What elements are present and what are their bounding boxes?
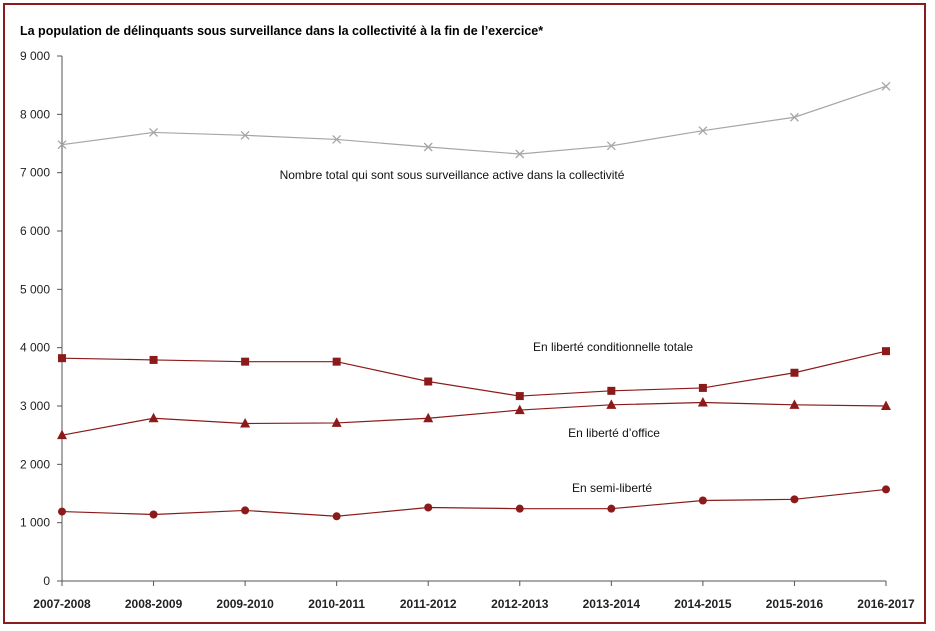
data-point: [332, 512, 341, 521]
data-point: [424, 503, 433, 512]
data-point: [697, 397, 708, 407]
data-point: [789, 399, 800, 409]
y-tick-label: 0: [43, 574, 50, 588]
data-point: [57, 140, 67, 150]
marker-stroke: [606, 141, 616, 151]
data-point: [606, 399, 617, 409]
data-point: [606, 141, 616, 151]
axes: 0 1 000 2 000 3 000 4 000 5 000 6 000 7 000 8 00…: [20, 49, 915, 611]
series-total-surveillance: [57, 81, 891, 159]
label-total-surveillance: Nombre total qui sont sous surveillance …: [280, 168, 625, 182]
marker-stroke: [789, 112, 799, 122]
x-tick-label: 2009-2010: [216, 597, 274, 611]
data-point: [881, 400, 891, 410]
data-point: [698, 383, 707, 392]
data-point: [241, 357, 250, 366]
data-point: [881, 81, 891, 91]
label-semi-liberte: En semi-liberté: [572, 481, 652, 495]
y-tick-label: 4 000: [20, 341, 50, 355]
x-tick-label: 2016-2017: [857, 597, 915, 611]
data-point: [790, 495, 799, 504]
label-liberte-conditionnelle: En liberté conditionnelle totale: [533, 340, 693, 354]
data-point: [423, 412, 434, 423]
data-point: [332, 357, 341, 366]
x-tick-label: 2008-2009: [125, 597, 183, 611]
data-point: [789, 112, 799, 122]
chart-title: La population de délinquants sous survei…: [20, 24, 544, 38]
data-point: [515, 149, 525, 159]
marker-stroke: [423, 142, 433, 152]
marker-stroke: [57, 140, 67, 150]
marker-stroke: [515, 149, 525, 159]
x-tick-label: 2012-2013: [491, 597, 549, 611]
series-line: [61, 401, 887, 436]
annotations: Nombre total qui sont sous surveillance …: [280, 168, 694, 495]
data-point: [882, 347, 890, 356]
series-liberte-conditionnelle: [58, 347, 890, 401]
x-tick-label: 2015-2016: [766, 597, 824, 611]
marker-stroke: [881, 81, 891, 91]
data-point: [607, 386, 616, 395]
data-point: [424, 377, 433, 386]
marker-stroke: [698, 126, 708, 136]
chart-frame: [3, 3, 926, 624]
marker-stroke: [240, 130, 250, 140]
y-tick-label: 3 000: [20, 399, 50, 413]
data-point: [515, 504, 524, 513]
y-tick-label: 8 000: [20, 107, 50, 121]
series-semi-liberte: [58, 485, 890, 521]
data-point: [57, 429, 67, 440]
y-tick-label: 9 000: [20, 49, 50, 63]
series-line: [61, 488, 887, 517]
data-point: [149, 127, 159, 137]
y-tick-label: 6 000: [20, 224, 50, 238]
series-line: [61, 85, 887, 155]
series-liberte-office: [57, 397, 891, 440]
data-point: [240, 130, 250, 140]
data-point: [332, 134, 342, 144]
data-point: [882, 485, 890, 494]
data-point: [698, 496, 707, 505]
data-point: [58, 507, 66, 516]
data-point: [58, 354, 66, 363]
data-point: [514, 404, 525, 415]
data-point: [241, 506, 250, 515]
x-tick-label: 2014-2015: [674, 597, 732, 611]
x-tick-label: 2007-2008: [33, 597, 91, 611]
marker-stroke: [149, 127, 159, 137]
x-tick-label: 2010-2011: [308, 597, 365, 611]
label-liberte-office: En liberté d’office: [568, 426, 660, 440]
data-point: [240, 418, 251, 428]
series-line: [61, 350, 887, 397]
data-point: [149, 510, 158, 519]
marker-stroke: [332, 134, 342, 144]
data-point: [149, 355, 158, 364]
x-tick-label: 2011-2012: [400, 597, 457, 611]
data-point: [698, 126, 708, 136]
data-point: [331, 417, 342, 427]
y-tick-label: 1 000: [20, 516, 50, 530]
y-tick-label: 5 000: [20, 282, 50, 296]
data-point: [515, 392, 524, 401]
y-tick-label: 7 000: [20, 166, 50, 180]
y-tick-label: 2 000: [20, 457, 50, 471]
data-point: [423, 142, 433, 152]
series-layer: [57, 81, 891, 521]
data-point: [607, 504, 616, 513]
data-point: [148, 412, 159, 423]
data-point: [790, 368, 799, 377]
x-tick-label: 2013-2014: [583, 597, 641, 611]
